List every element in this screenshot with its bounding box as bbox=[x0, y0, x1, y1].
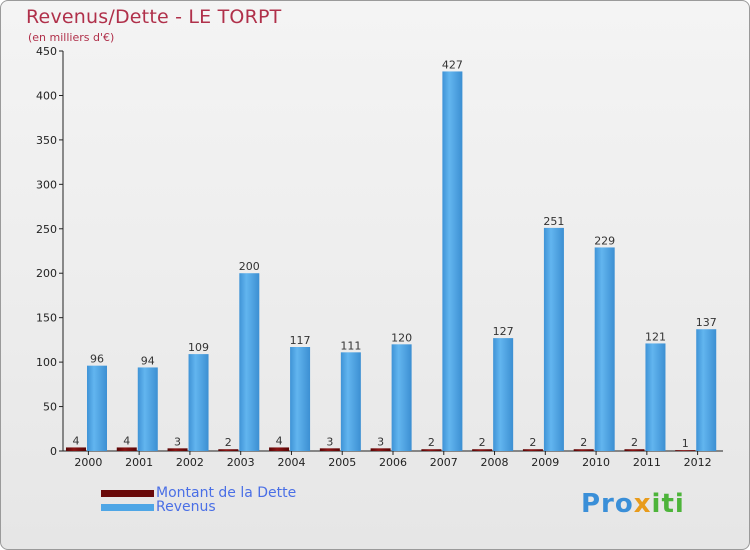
x-tick-label: 2008 bbox=[481, 456, 509, 469]
bar-debt-2004 bbox=[269, 447, 290, 451]
bar-debt-2002 bbox=[167, 448, 188, 451]
proxiti-logo: Proxiti bbox=[581, 489, 685, 519]
x-tick-label: 2010 bbox=[582, 456, 610, 469]
chart-bars bbox=[66, 71, 717, 451]
bar-revenus-2010 bbox=[594, 247, 615, 451]
y-tick-label: 100 bbox=[36, 356, 57, 369]
legend-item-revenus: Revenus bbox=[101, 499, 296, 515]
legend-label-revenus: Revenus bbox=[156, 499, 216, 515]
x-tick-label: 2000 bbox=[74, 456, 102, 469]
bar-revenus-2008 bbox=[493, 338, 514, 451]
x-tick-label: 2007 bbox=[430, 456, 458, 469]
bar-debt-2003 bbox=[218, 449, 239, 451]
y-tick-label: 350 bbox=[36, 134, 57, 147]
y-tick-label: 300 bbox=[36, 178, 57, 191]
chart-title: Revenus/Dette - LE TORPT bbox=[26, 6, 282, 28]
data-label-revenus-2001: 94 bbox=[141, 354, 155, 367]
data-label-debt-2005: 3 bbox=[326, 435, 333, 448]
data-label-debt-2000: 4 bbox=[73, 434, 80, 447]
bar-debt-2010 bbox=[573, 449, 594, 451]
bar-debt-2001 bbox=[116, 447, 137, 451]
bar-revenus-2003 bbox=[239, 273, 260, 451]
legend-label-debt: Montant de la Dette bbox=[156, 485, 297, 501]
data-label-debt-2001: 4 bbox=[123, 434, 130, 447]
bar-debt-2005 bbox=[319, 448, 340, 451]
bar-debt-2007 bbox=[421, 449, 442, 451]
data-label-debt-2006: 3 bbox=[377, 435, 384, 448]
bar-revenus-2001 bbox=[137, 367, 158, 451]
x-tick-label: 2009 bbox=[531, 456, 559, 469]
y-tick-label: 450 bbox=[36, 45, 57, 58]
data-label-revenus-2007: 427 bbox=[442, 58, 463, 71]
bar-revenus-2000 bbox=[87, 365, 107, 451]
data-label-revenus-2006: 120 bbox=[391, 331, 412, 344]
x-tick-label: 2005 bbox=[328, 456, 356, 469]
y-tick-label: 200 bbox=[36, 267, 57, 280]
data-label-debt-2010: 2 bbox=[580, 436, 587, 449]
data-label-revenus-2002: 109 bbox=[188, 341, 209, 354]
data-label-revenus-2009: 251 bbox=[543, 215, 564, 228]
x-tick-label: 2003 bbox=[227, 456, 255, 469]
bar-debt-2011 bbox=[624, 449, 645, 451]
data-label-debt-2004: 4 bbox=[276, 434, 283, 447]
bar-revenus-2011 bbox=[645, 343, 666, 451]
data-label-revenus-2012: 137 bbox=[696, 316, 717, 329]
data-label-debt-2008: 2 bbox=[479, 436, 486, 449]
chart-subtitle: (en milliers d'€) bbox=[28, 31, 115, 44]
y-tick-label: 0 bbox=[50, 445, 57, 458]
bar-revenus-2006 bbox=[391, 344, 412, 451]
bar-revenus-2012 bbox=[696, 329, 717, 451]
y-tick-label: 400 bbox=[36, 89, 57, 102]
data-label-debt-2007: 2 bbox=[428, 436, 435, 449]
legend-item-debt: Montant de la Dette bbox=[101, 485, 297, 501]
x-tick-label: 2012 bbox=[684, 456, 712, 469]
data-label-debt-2002: 3 bbox=[174, 435, 181, 448]
x-tick-label: 2001 bbox=[125, 456, 153, 469]
data-label-debt-2012: 1 bbox=[682, 437, 689, 450]
bar-revenus-2009 bbox=[543, 227, 564, 451]
y-tick-label: 150 bbox=[36, 312, 57, 325]
bar-debt-2012 bbox=[675, 450, 696, 451]
bar-revenus-2004 bbox=[290, 347, 311, 451]
data-label-revenus-2011: 121 bbox=[645, 330, 666, 343]
y-tick-label: 250 bbox=[36, 223, 57, 236]
bar-debt-2006 bbox=[370, 448, 391, 451]
bar-revenus-2002 bbox=[188, 354, 209, 451]
bar-debt-2008 bbox=[472, 449, 493, 451]
x-tick-label: 2006 bbox=[379, 456, 407, 469]
bar-revenus-2005 bbox=[340, 352, 361, 451]
chart-data-labels: 4964943109220041173111312024272127225122… bbox=[73, 58, 717, 450]
data-label-debt-2011: 2 bbox=[631, 436, 638, 449]
data-label-debt-2003: 2 bbox=[225, 436, 232, 449]
data-label-revenus-2008: 127 bbox=[493, 325, 514, 338]
bar-debt-2000 bbox=[66, 447, 86, 451]
chart-legend: Montant de la Dette Revenus bbox=[101, 485, 297, 515]
y-tick-label: 50 bbox=[43, 401, 57, 414]
legend-swatch-revenus bbox=[101, 503, 154, 511]
data-label-revenus-2010: 229 bbox=[594, 234, 615, 247]
x-tick-label: 2002 bbox=[176, 456, 204, 469]
data-label-revenus-2003: 200 bbox=[239, 260, 260, 273]
data-label-revenus-2000: 96 bbox=[90, 353, 104, 366]
legend-swatch-debt bbox=[101, 489, 154, 497]
data-label-revenus-2005: 111 bbox=[340, 339, 361, 352]
x-tick-label: 2004 bbox=[277, 456, 305, 469]
x-tick-label: 2011 bbox=[633, 456, 661, 469]
bar-debt-2009 bbox=[522, 449, 543, 451]
data-label-revenus-2004: 117 bbox=[290, 334, 311, 347]
data-label-debt-2009: 2 bbox=[529, 436, 536, 449]
bar-revenus-2007 bbox=[442, 71, 463, 451]
